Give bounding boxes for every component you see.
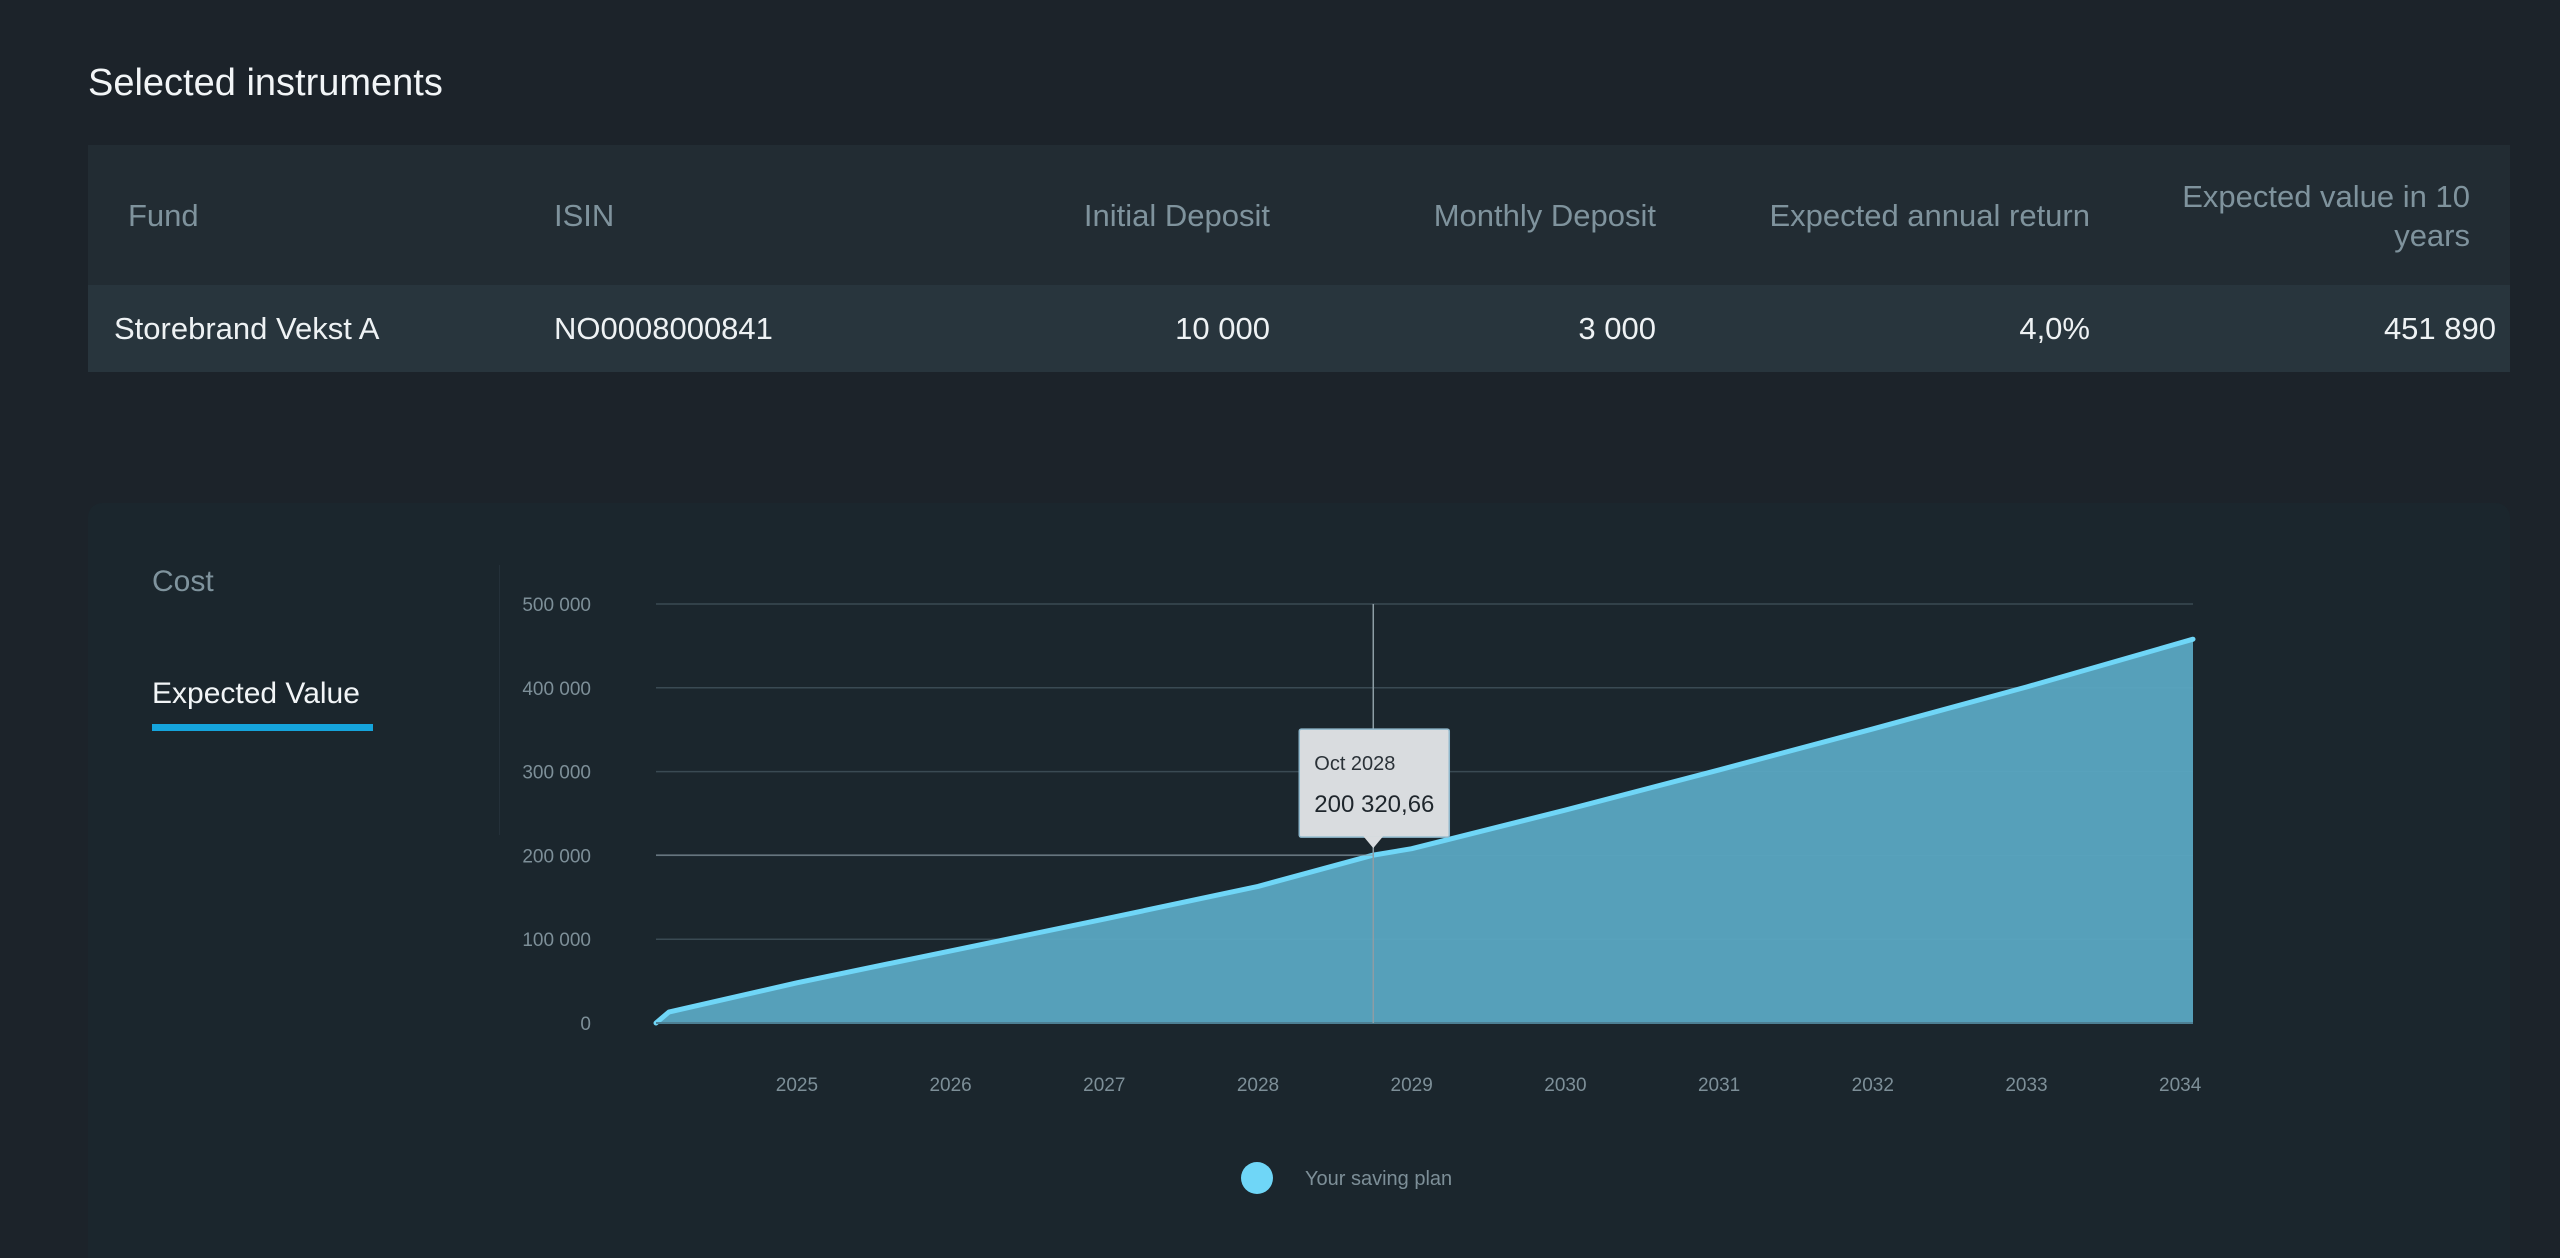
x-tick-label: 2027 [1083, 1075, 1125, 1096]
tab-cost[interactable]: Cost [152, 565, 214, 598]
axes: 0 100 000 200 000 300 000 400 000 500 000 2025… [522, 595, 2201, 1096]
table-row[interactable]: Storebrand Vekst A NO0008000841 10 000 3… [88, 285, 2510, 372]
tooltip-date: Oct 2028 [1314, 753, 1395, 775]
tooltip-value: 200 320,66 [1314, 791, 1434, 818]
y-tick-label: 0 [580, 1014, 591, 1035]
y-tick-label: 300 000 [522, 763, 591, 784]
cell-isin: NO0008000841 [554, 311, 773, 346]
x-tick-label: 2031 [1698, 1075, 1740, 1096]
y-tick-label: 400 000 [522, 679, 591, 700]
header-isin: ISIN [554, 198, 615, 233]
header-expected-return: Expected annual return [1769, 198, 2090, 233]
header-fund: Fund [128, 198, 199, 233]
tab-active-indicator [152, 724, 373, 731]
x-tick-label: 2033 [2005, 1075, 2047, 1096]
series-area-fill [656, 639, 2193, 1023]
x-tick-label: 2026 [929, 1075, 971, 1096]
legend-label: Your saving plan [1305, 1168, 1452, 1190]
header-expected-value-line1: Expected value in 10 [2182, 179, 2470, 214]
x-tick-label: 2030 [1544, 1075, 1586, 1096]
y-tick-label: 500 000 [522, 595, 591, 616]
x-tick-label: 2028 [1237, 1075, 1279, 1096]
cell-fund: Storebrand Vekst A [114, 311, 380, 346]
x-tick-label: 2032 [1852, 1075, 1894, 1096]
cell-monthly-deposit: 3 000 [1578, 311, 1656, 346]
tooltip: Oct 2028 200 320,66 [1298, 728, 1451, 849]
tooltip-box [1298, 728, 1451, 838]
table-header: Fund ISIN Initial Deposit Monthly Deposi… [88, 145, 2510, 285]
header-expected-value-line2: years [2394, 218, 2470, 253]
x-tick-label: 2029 [1391, 1075, 1433, 1096]
cell-expected-return: 4,0% [2019, 311, 2090, 346]
header-initial-deposit: Initial Deposit [1083, 198, 1270, 233]
legend-marker-icon [1241, 1162, 1273, 1194]
cell-initial-deposit: 10 000 [1175, 311, 1270, 346]
cell-expected-value: 451 890 [2383, 311, 2496, 346]
tab-divider [499, 565, 500, 835]
x-tick-label: 2025 [776, 1075, 818, 1096]
header-monthly-deposit: Monthly Deposit [1433, 198, 1656, 233]
section-title: Selected instruments [88, 62, 443, 104]
instruments-table: Fund ISIN Initial Deposit Monthly Deposi… [88, 145, 2510, 372]
header-expected-value: Expected value in 10 years [2118, 177, 2470, 255]
x-tick-label: 2034 [2159, 1075, 2202, 1096]
tab-expected-value[interactable]: Expected Value [152, 677, 360, 710]
legend[interactable]: Your saving plan [1241, 1162, 1452, 1194]
tooltip-pointer [1363, 836, 1384, 849]
y-tick-label: 100 000 [522, 930, 591, 951]
y-tick-label: 200 000 [522, 846, 591, 867]
